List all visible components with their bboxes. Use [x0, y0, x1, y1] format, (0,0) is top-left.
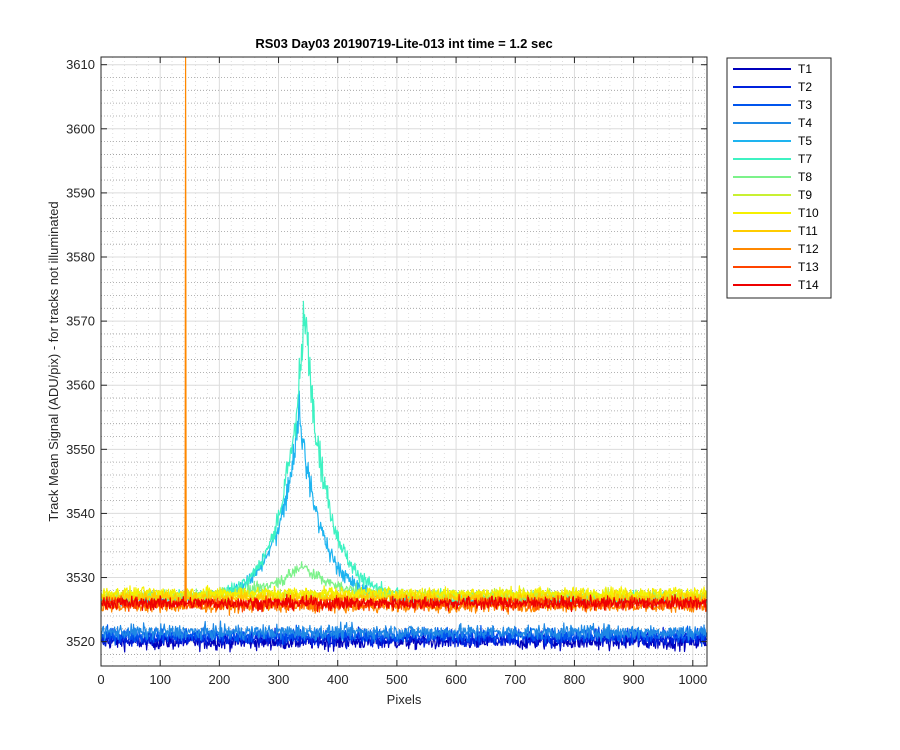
legend-label-t3: T3: [798, 98, 812, 112]
x-tick-label: 700: [504, 672, 526, 687]
x-tick-label: 900: [623, 672, 645, 687]
grid: [100, 57, 707, 666]
x-tick-label: 800: [564, 672, 586, 687]
y-axis-label: Track Mean Signal (ADU/pix) - for tracks…: [46, 201, 61, 521]
x-tick-label: 500: [386, 672, 408, 687]
x-tick-label: 1000: [678, 672, 707, 687]
series-line-t14: [101, 593, 707, 613]
y-tick-label: 3580: [66, 250, 95, 265]
series-line-t3: [101, 624, 707, 647]
y-tick-label: 3600: [66, 121, 95, 136]
legend-label-t7: T7: [798, 152, 812, 166]
y-tick-label: 3530: [66, 570, 95, 585]
legend-label-t13: T13: [798, 260, 819, 274]
legend-label-t2: T2: [798, 80, 812, 94]
y-tick-label: 3560: [66, 378, 95, 393]
legend-label-t5: T5: [798, 134, 812, 148]
legend-label-t4: T4: [798, 116, 812, 130]
x-tick-label: 0: [97, 672, 104, 687]
axes-box: [100, 56, 708, 667]
series-line-t12: [101, 57, 707, 616]
y-tick-label: 3610: [66, 57, 95, 72]
y-tick-label: 3570: [66, 314, 95, 329]
x-axis-ticks: 0 100 200 300 400 500 600 700 800 900 1000: [97, 57, 707, 687]
x-axis-label: Pixels: [387, 692, 422, 707]
y-tick-label: 3540: [66, 506, 95, 521]
y-tick-label: 3590: [66, 185, 95, 200]
x-tick-label: 600: [445, 672, 467, 687]
legend-label-t12: T12: [798, 242, 819, 256]
series-lines: [101, 57, 707, 653]
y-axis-ticks: 3520 3530 3540 3550 3560 3570 3580 3590 3600 3610: [66, 57, 707, 649]
legend-label-t1: T1: [798, 62, 812, 76]
legend: T1 T2 T3 T4 T5 T7 T8 T9 T10 T11 T12 T13 T14: [726, 57, 832, 299]
x-tick-label: 200: [209, 672, 231, 687]
x-tick-label: 300: [268, 672, 290, 687]
chart-title: RS03 Day03 20190719-Lite-013 int time = …: [255, 36, 552, 51]
legend-label-t9: T9: [798, 188, 812, 202]
legend-label-t11: T11: [798, 224, 818, 238]
y-tick-label: 3550: [66, 442, 95, 457]
series-line-t11: [101, 589, 707, 607]
x-tick-label: 400: [327, 672, 349, 687]
series-line-t4: [101, 620, 707, 643]
legend-label-t14: T14: [798, 278, 819, 292]
legend-label-t8: T8: [798, 170, 812, 184]
x-tick-label: 100: [149, 672, 171, 687]
legend-label-t10: T10: [798, 206, 819, 220]
y-tick-label: 3520: [66, 634, 95, 649]
